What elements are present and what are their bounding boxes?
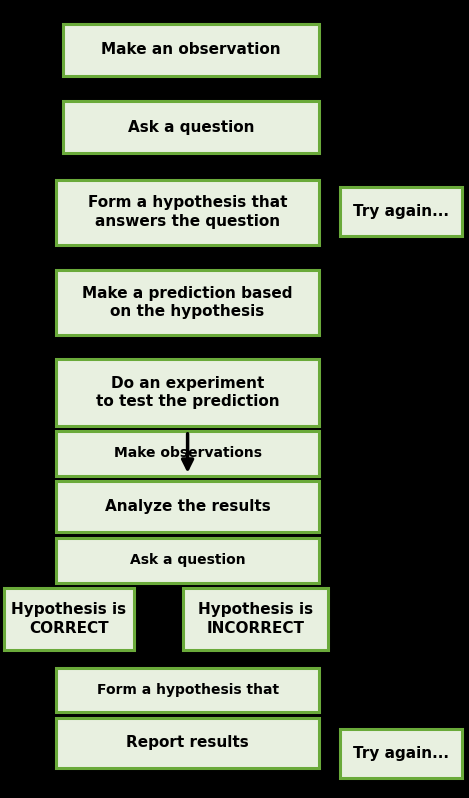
- FancyBboxPatch shape: [340, 729, 462, 778]
- Text: Analyze the results: Analyze the results: [105, 500, 271, 514]
- Text: Hypothesis is
INCORRECT: Hypothesis is INCORRECT: [198, 602, 313, 636]
- Text: Hypothesis is
CORRECT: Hypothesis is CORRECT: [11, 602, 126, 636]
- FancyBboxPatch shape: [56, 180, 319, 245]
- FancyBboxPatch shape: [63, 101, 319, 153]
- Text: Do an experiment
to test the prediction: Do an experiment to test the prediction: [96, 376, 280, 409]
- Text: Try again...: Try again...: [353, 204, 449, 219]
- Text: Ask a question: Ask a question: [130, 553, 245, 567]
- FancyBboxPatch shape: [4, 588, 134, 650]
- FancyBboxPatch shape: [56, 668, 319, 712]
- Text: Report results: Report results: [126, 736, 249, 750]
- FancyBboxPatch shape: [340, 187, 462, 236]
- FancyBboxPatch shape: [56, 359, 319, 426]
- Text: Form a hypothesis that: Form a hypothesis that: [97, 683, 279, 697]
- Text: Try again...: Try again...: [353, 746, 449, 760]
- Text: Make observations: Make observations: [113, 446, 262, 460]
- FancyBboxPatch shape: [183, 588, 328, 650]
- Text: Ask a question: Ask a question: [128, 120, 254, 135]
- Text: Make an observation: Make an observation: [101, 42, 281, 57]
- FancyBboxPatch shape: [56, 270, 319, 335]
- Text: Make a prediction based
on the hypothesis: Make a prediction based on the hypothesi…: [83, 286, 293, 319]
- Text: Form a hypothesis that
answers the question: Form a hypothesis that answers the quest…: [88, 196, 287, 229]
- FancyBboxPatch shape: [56, 431, 319, 476]
- FancyBboxPatch shape: [56, 481, 319, 532]
- FancyBboxPatch shape: [63, 24, 319, 76]
- FancyBboxPatch shape: [56, 718, 319, 768]
- FancyBboxPatch shape: [56, 538, 319, 583]
